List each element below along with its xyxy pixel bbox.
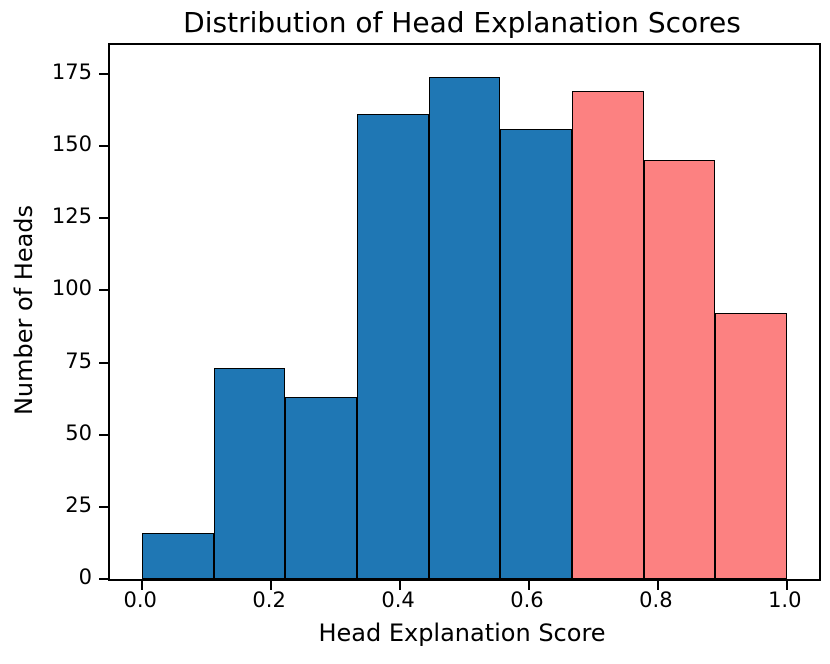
histogram-bar — [715, 313, 787, 579]
histogram-bar — [357, 114, 429, 579]
x-tick-label: 0.6 — [510, 588, 544, 612]
x-tick-mark — [141, 581, 144, 590]
x-tick-label: 0.0 — [123, 588, 157, 612]
histogram-bar — [142, 532, 214, 579]
histogram-bar — [500, 128, 572, 579]
y-tick-label: 50 — [65, 420, 92, 445]
y-axis-label: Number of Heads — [10, 204, 38, 416]
chart-title: Distribution of Head Explanation Scores — [183, 6, 741, 39]
x-tick-mark — [399, 581, 402, 590]
x-tick-label: 0.8 — [639, 588, 673, 612]
histogram-bar — [285, 397, 358, 579]
y-tick-label: 125 — [51, 204, 92, 229]
plot-area — [99, 43, 821, 590]
x-tick-mark — [270, 581, 273, 590]
y-tick-label: 25 — [65, 492, 92, 517]
y-tick-mark — [99, 289, 108, 292]
y-tick-label: 100 — [51, 276, 92, 301]
x-tick-mark — [656, 581, 659, 590]
x-tick-label: 0.2 — [252, 588, 286, 612]
histogram-bar — [571, 91, 644, 579]
histogram-bar — [428, 76, 501, 579]
y-tick-mark — [99, 578, 108, 580]
x-tick-mark — [785, 581, 788, 590]
y-tick-mark — [99, 505, 108, 508]
x-tick-mark — [527, 581, 530, 590]
y-tick-label: 75 — [65, 348, 92, 373]
x-tick-label: 0.4 — [381, 588, 415, 612]
x-tick-label: 1.0 — [768, 588, 802, 612]
histogram-bar — [213, 368, 286, 579]
y-tick-mark — [99, 217, 108, 220]
y-tick-mark — [99, 72, 108, 75]
y-tick-label: 150 — [51, 132, 92, 157]
histogram-bar — [643, 160, 716, 579]
y-tick-mark — [99, 145, 108, 148]
y-tick-label: 0 — [78, 565, 92, 589]
y-tick-mark — [99, 433, 108, 436]
y-tick-label: 175 — [51, 59, 92, 84]
x-axis-label: Head Explanation Score — [318, 619, 606, 647]
y-tick-mark — [99, 361, 108, 364]
